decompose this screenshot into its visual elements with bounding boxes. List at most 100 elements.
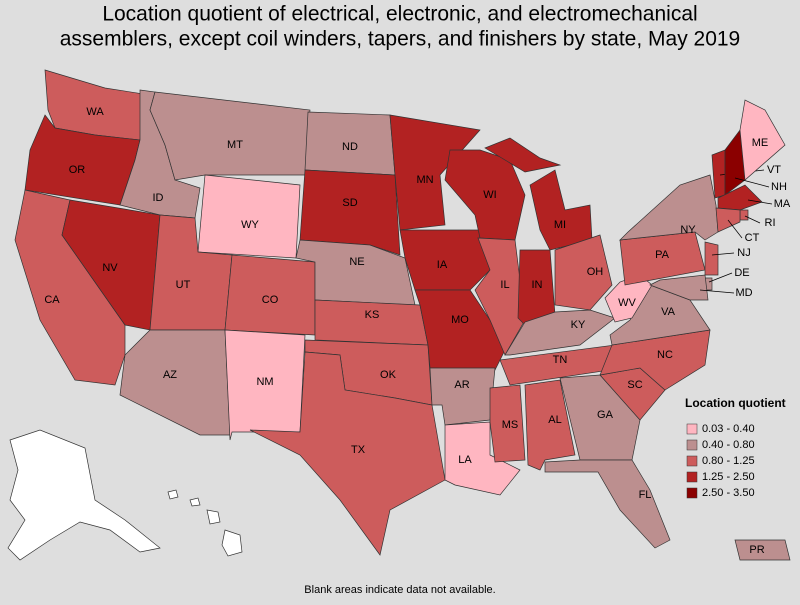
state-shape xyxy=(559,374,641,461)
state-label: WV xyxy=(618,297,636,309)
state-label: NH xyxy=(771,181,787,193)
legend-label: 2.50 - 3.50 xyxy=(702,487,755,499)
state-shape xyxy=(704,241,719,276)
state-shape xyxy=(529,169,593,251)
legend-swatch xyxy=(686,471,698,483)
state-label: RI xyxy=(765,217,776,229)
state-label: MS xyxy=(502,419,519,431)
state-label: VA xyxy=(661,306,676,318)
state-label: MO xyxy=(451,314,469,326)
legend-label: 0.80 - 1.25 xyxy=(702,455,755,467)
hawaii xyxy=(167,489,243,557)
state-shape xyxy=(711,149,726,199)
state-shape xyxy=(149,91,311,181)
state-label: DE xyxy=(734,267,749,279)
state-shape xyxy=(739,209,749,221)
state-label: SC xyxy=(627,379,642,391)
state-label: MN xyxy=(416,174,433,186)
state-label: ND xyxy=(342,141,358,153)
legend: 0.03 - 0.40 0.40 - 0.80 0.80 - 1.25 1.25 - … xyxy=(686,423,755,499)
state-label: MA xyxy=(774,198,791,210)
state-label: CA xyxy=(44,294,60,306)
state-label: OH xyxy=(587,266,604,278)
state-label: FL xyxy=(639,489,652,501)
state-label: ID xyxy=(153,192,164,204)
state-shape xyxy=(299,169,401,256)
state-label: IL xyxy=(500,279,509,291)
state-shape xyxy=(544,459,671,549)
state-label: SD xyxy=(342,197,357,209)
state-label: NV xyxy=(102,262,118,274)
title-line: Location quotient of electrical, electro… xyxy=(102,3,697,26)
state-shape xyxy=(619,174,719,241)
footnote: Blank areas indicate data not available. xyxy=(304,584,495,596)
state-shape xyxy=(249,351,446,556)
state-label: WI xyxy=(483,189,496,201)
leader-line xyxy=(699,289,735,294)
legend-swatch xyxy=(686,423,698,435)
state-label: NC xyxy=(657,349,673,361)
state-label: TN xyxy=(553,354,568,366)
state-shape xyxy=(429,367,496,426)
legend-label: 0.40 - 0.80 xyxy=(702,439,755,451)
state-label: CT xyxy=(745,232,760,244)
state-shape xyxy=(524,379,576,471)
states: WA OR CA NV ID MT WY UT AZ CO NM ND SD NE KS OK TX MN IA MO… xyxy=(14,69,791,561)
state-label: NE xyxy=(349,256,364,268)
state-label: LA xyxy=(458,454,472,466)
state-label: PA xyxy=(655,249,670,261)
leader-line xyxy=(747,199,773,205)
state-shape xyxy=(119,329,231,436)
state-label: OR xyxy=(69,164,86,176)
state-label: AR xyxy=(454,379,469,391)
state-shape xyxy=(554,234,613,311)
legend-swatch xyxy=(686,487,698,499)
state-label: WA xyxy=(86,106,104,118)
state-label: TX xyxy=(351,444,366,456)
state-label: AL xyxy=(548,414,561,426)
legend-title: Location quotient xyxy=(685,396,786,410)
state-shape xyxy=(61,199,161,331)
leader-line xyxy=(744,215,761,224)
leader-line xyxy=(727,219,743,239)
state-label: MI xyxy=(554,219,566,231)
state-label: IN xyxy=(532,279,543,291)
state-label: VT xyxy=(767,164,781,176)
state-label: ME xyxy=(752,137,769,149)
state-shape xyxy=(489,384,526,463)
state-label: AZ xyxy=(163,369,177,381)
state-label: KY xyxy=(571,319,586,331)
state-shape xyxy=(734,539,791,561)
state-label: IA xyxy=(437,259,448,271)
state-label: WY xyxy=(241,219,259,231)
legend-label: 0.03 - 0.40 xyxy=(702,423,755,435)
legend-label: 1.25 - 2.50 xyxy=(702,471,755,483)
state-shape xyxy=(739,99,786,181)
state-shape xyxy=(649,274,709,301)
state-shape xyxy=(474,237,526,356)
legend-swatch xyxy=(686,455,698,467)
state-label: PR xyxy=(749,544,764,556)
title-line: assemblers, except coil winders, tapers,… xyxy=(60,28,741,51)
leader-line xyxy=(711,252,735,256)
state-shape xyxy=(504,309,616,356)
state-shape xyxy=(314,299,429,346)
state-shape xyxy=(484,137,562,173)
state-shape xyxy=(444,421,521,496)
state-label: KS xyxy=(365,309,380,321)
state-shape xyxy=(717,184,763,211)
legend-swatch xyxy=(686,439,698,451)
state-label: MT xyxy=(227,139,243,151)
leader-line xyxy=(734,177,770,188)
state-label: GA xyxy=(597,409,614,421)
alaska xyxy=(7,429,161,561)
state-label: NY xyxy=(680,224,696,236)
leader-line xyxy=(708,272,733,283)
state-label: CO xyxy=(262,294,279,306)
state-label: UT xyxy=(176,279,191,291)
state-shape xyxy=(389,114,481,231)
state-label: MD xyxy=(735,287,752,299)
state-label: NM xyxy=(256,376,273,388)
